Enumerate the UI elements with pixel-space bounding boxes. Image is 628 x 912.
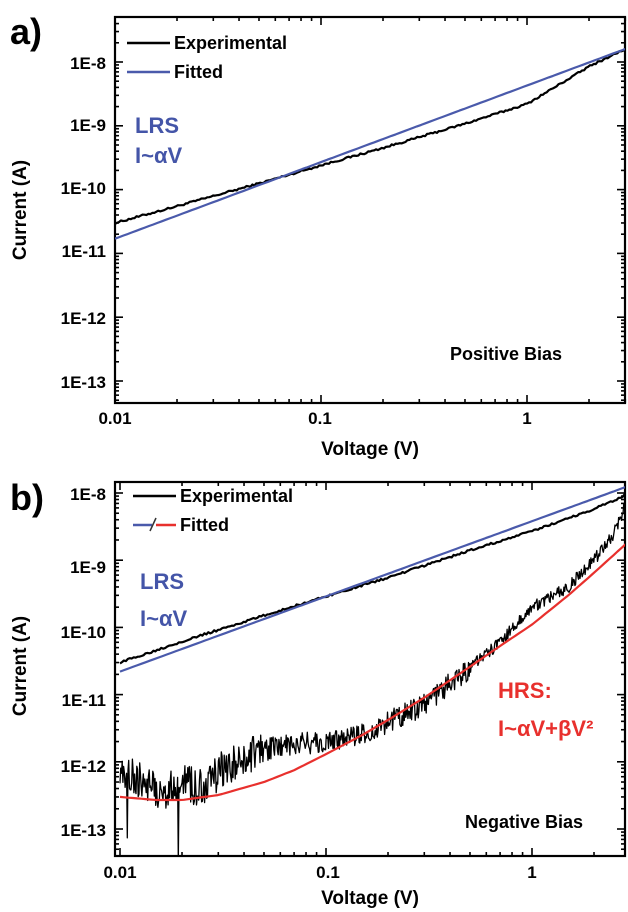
y-tick-label: 1E-8 (70, 54, 106, 73)
x-tick-label: 0.01 (98, 409, 131, 428)
panel-label: a) (10, 11, 42, 52)
series-line-experimental-black (119, 500, 625, 856)
y-tick-label: 1E-13 (61, 373, 106, 392)
plot-frame (113, 480, 627, 858)
series-line-experimental-black (115, 47, 625, 225)
plot-frame (113, 15, 627, 405)
x-tick-label: 1 (522, 409, 531, 428)
series-line-experimental-black (119, 490, 625, 665)
x-tick-label: 0.01 (103, 863, 136, 882)
x-axis-title: Voltage (V) (321, 888, 419, 909)
annotation-lrs: LRS (135, 113, 179, 138)
panel-a: a) 1E-8 1E-9 1E-10 1E-11 1E-12 1E-13 0.0… (10, 11, 627, 460)
annotation-lrs-law: I~αV (140, 606, 187, 631)
x-tick-label: 1 (527, 863, 536, 882)
legend: Experimental Fitted (127, 33, 287, 82)
legend-label-fitted: Fitted (180, 515, 229, 535)
legend-swatch-separator (149, 517, 157, 532)
annotation-bias: Negative Bias (465, 812, 583, 832)
y-tick-label: 1E-12 (61, 757, 106, 776)
y-tick-label: 1E-9 (70, 116, 106, 135)
tick-marks (114, 17, 627, 403)
panel-b: b) 1E-8 1E-9 1E-10 1E-11 1E-12 1E-13 0.0… (10, 477, 627, 909)
legend: Experimental Fitted (133, 486, 293, 535)
panel-label: b) (10, 477, 44, 518)
series-layer (119, 486, 625, 856)
y-axis-title: Current (A) (10, 616, 31, 716)
y-tick-label: 1E-10 (61, 623, 106, 642)
annotation-hrs: HRS: (498, 678, 552, 703)
y-axis-title: Current (A) (10, 160, 31, 260)
y-tick-label: 1E-9 (70, 558, 106, 577)
annotation-lrs: LRS (140, 569, 184, 594)
annotation-lrs-law: I~αV (135, 143, 182, 168)
legend-label-experimental: Experimental (174, 33, 287, 53)
series-line-fitted-blue (115, 47, 625, 240)
annotation-hrs-law: I~αV+βV² (498, 716, 593, 741)
series-line-fitted-blue (119, 486, 625, 673)
x-axis-title: Voltage (V) (321, 439, 419, 460)
y-tick-label: 1E-11 (62, 691, 106, 710)
y-tick-label: 1E-12 (61, 309, 106, 328)
legend-label-fitted: Fitted (174, 62, 223, 82)
series-line-fitted-red (119, 543, 625, 802)
y-tick-label: 1E-8 (70, 485, 106, 504)
tick-marks (115, 482, 625, 856)
series-layer (115, 47, 625, 240)
y-tick-label: 1E-11 (62, 242, 106, 261)
x-tick-label: 0.1 (308, 409, 332, 428)
y-tick-label: 1E-10 (61, 179, 106, 198)
legend-label-experimental: Experimental (180, 486, 293, 506)
annotation-bias: Positive Bias (450, 344, 562, 364)
x-tick-label: 0.1 (316, 863, 340, 882)
y-tick-label: 1E-13 (61, 821, 106, 840)
